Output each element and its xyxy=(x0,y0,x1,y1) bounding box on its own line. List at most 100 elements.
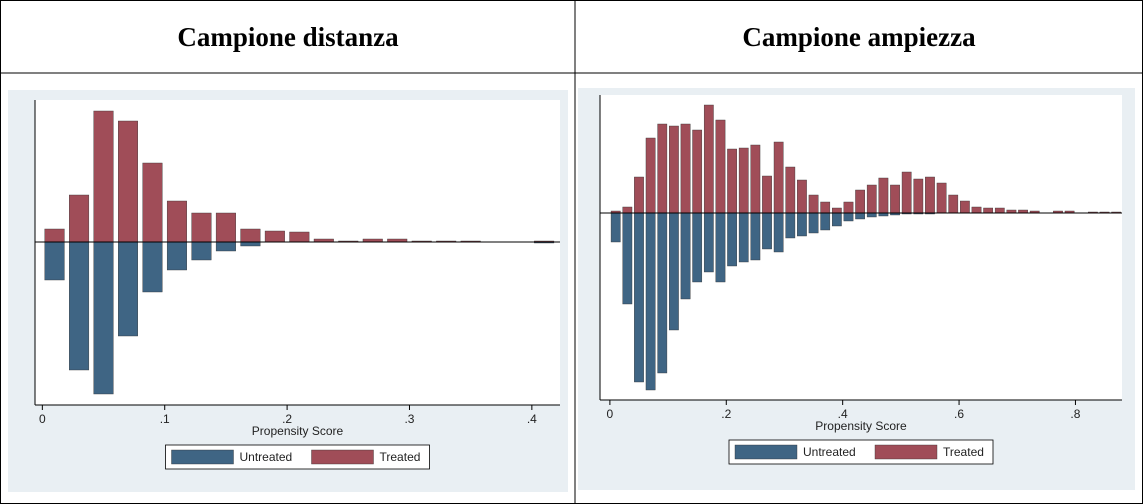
histogram-bar xyxy=(610,212,621,243)
legend-label: Treated xyxy=(943,445,984,459)
histogram-bar xyxy=(925,176,935,214)
histogram-bar xyxy=(913,178,924,214)
histogram-bar xyxy=(622,212,633,305)
histogram-bar xyxy=(715,212,726,283)
histogram-bar xyxy=(142,241,163,293)
x-tick-label: .1 xyxy=(160,412,170,426)
histogram-bar xyxy=(843,212,854,222)
histogram-bar xyxy=(634,212,644,383)
histogram-bar xyxy=(118,241,138,337)
histogram-bar xyxy=(983,207,994,214)
histogram-bar xyxy=(166,241,187,271)
legend-label: Untreated xyxy=(240,450,293,464)
histogram-bar xyxy=(44,241,65,281)
histogram-bar xyxy=(820,201,831,214)
histogram-bar xyxy=(750,212,761,261)
histogram-bar xyxy=(773,141,784,214)
histogram-bar xyxy=(843,201,854,214)
histogram-bar xyxy=(289,231,310,243)
histogram-bar xyxy=(215,212,236,243)
histogram-bar xyxy=(785,212,796,239)
histogram-bar xyxy=(960,200,970,214)
histogram-bar xyxy=(808,194,819,214)
histogram-bar xyxy=(831,207,842,214)
histogram-bar xyxy=(994,207,1005,214)
x-axis-label: Propensity Score xyxy=(815,419,907,433)
histogram-bar xyxy=(785,166,796,214)
x-axis-label: Propensity Score xyxy=(252,424,344,438)
histogram-bar xyxy=(166,200,187,243)
x-tick-label: 0 xyxy=(39,412,46,426)
histogram-bar xyxy=(215,241,236,252)
histogram-bar xyxy=(142,162,163,243)
histogram-bar xyxy=(93,110,114,243)
histogram-bar xyxy=(738,147,749,214)
histogram-bar xyxy=(762,212,772,250)
histogram-bar xyxy=(797,212,807,237)
histogram-bar xyxy=(645,137,656,214)
histogram-bar xyxy=(971,206,982,214)
histogram-bar xyxy=(692,212,703,283)
histogram-bar xyxy=(831,212,842,227)
histogram-bar xyxy=(820,212,831,231)
x-tick-label: .6 xyxy=(954,407,964,421)
column-header: Campione ampiezza xyxy=(742,22,976,52)
legend-swatch xyxy=(171,449,234,465)
histogram-bar xyxy=(855,189,865,214)
histogram-bar xyxy=(797,179,807,214)
histogram-bar xyxy=(118,120,138,243)
histogram-bar xyxy=(727,212,737,267)
histogram-bar xyxy=(890,184,900,214)
x-tick-label: 0 xyxy=(607,407,614,421)
histogram-bar xyxy=(703,104,714,214)
histogram-bar xyxy=(866,212,877,218)
legend-swatch xyxy=(311,449,374,465)
x-tick-label: .4 xyxy=(527,412,537,426)
histogram-bar xyxy=(240,228,261,243)
x-tick-label: .2 xyxy=(282,412,292,426)
histogram-bar xyxy=(69,241,90,371)
column-header: Campione distanza xyxy=(177,22,399,52)
histogram-bar xyxy=(264,230,285,243)
histogram-bar xyxy=(680,212,691,300)
x-tick-label: .2 xyxy=(721,407,731,421)
histogram-bar xyxy=(727,148,737,214)
histogram-bar xyxy=(657,123,668,214)
histogram-bar xyxy=(866,184,877,214)
plot-area xyxy=(35,100,560,405)
histogram-bar xyxy=(622,206,633,214)
histogram-bar xyxy=(692,129,703,214)
histogram-bar xyxy=(948,194,959,214)
histogram-bar xyxy=(878,177,889,214)
histogram-bar xyxy=(191,212,212,243)
legend-label: Untreated xyxy=(803,445,856,459)
histogram-bar xyxy=(762,175,772,214)
histogram-bar xyxy=(901,171,912,214)
x-tick-label: .3 xyxy=(404,412,414,426)
legend-label: Treated xyxy=(380,450,421,464)
x-tick-label: .4 xyxy=(838,407,848,421)
histogram-bar xyxy=(657,212,668,374)
histogram-bar xyxy=(669,125,679,214)
histogram-bar xyxy=(738,212,749,263)
histogram-bar xyxy=(93,241,114,395)
histogram-bar xyxy=(645,212,656,391)
histogram-bar xyxy=(69,194,90,243)
histogram-bar xyxy=(240,241,261,247)
histogram-bar xyxy=(855,212,865,220)
histogram-bar xyxy=(703,212,714,273)
legend-swatch xyxy=(874,444,938,460)
histogram-bar xyxy=(191,241,212,261)
histogram-bar xyxy=(750,144,761,214)
legend-swatch xyxy=(734,444,798,460)
histogram-bar xyxy=(773,212,784,253)
histogram-bar xyxy=(669,212,679,331)
histogram-bar xyxy=(634,176,644,214)
histogram-bar xyxy=(680,123,691,214)
histogram-bar xyxy=(44,228,65,243)
x-tick-label: .8 xyxy=(1070,407,1080,421)
histogram-bar xyxy=(808,212,819,234)
histogram-bar xyxy=(715,119,726,214)
